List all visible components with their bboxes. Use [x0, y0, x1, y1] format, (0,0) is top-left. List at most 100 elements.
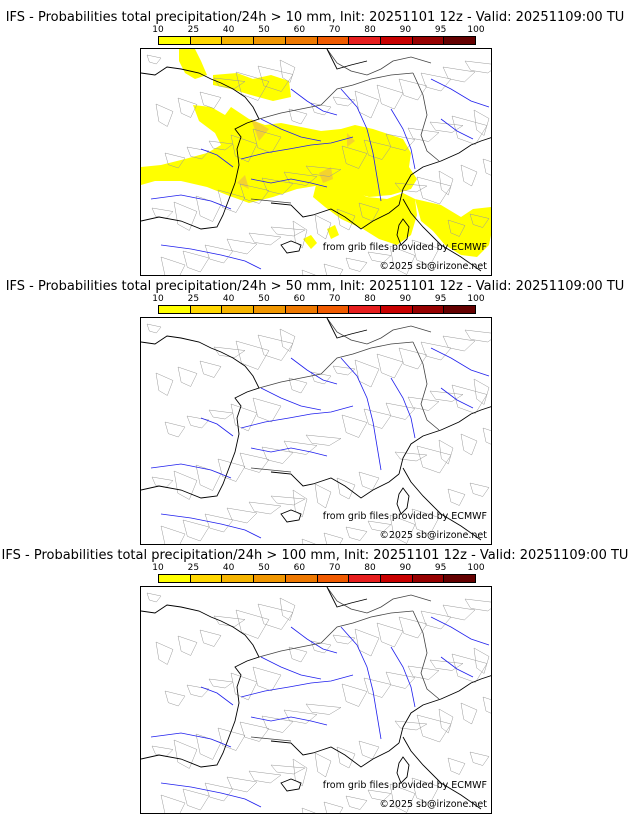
admin-boundary: [186, 684, 210, 698]
panel-title: IFS - Probabilities total precipitation/…: [5, 279, 625, 294]
admin-boundary: [305, 434, 342, 446]
admin-boundary: [252, 666, 282, 692]
admin-boundary: [336, 208, 356, 231]
admin-boundary: [464, 329, 491, 343]
colorbar-tick-label: 70: [328, 25, 341, 35]
admin-boundary: [186, 415, 210, 429]
precip-map: from grib files provided by ECMWF ©2025 …: [140, 48, 492, 276]
admin-boundary: [252, 128, 282, 154]
admin-boundary: [239, 721, 270, 742]
country-border: [326, 318, 432, 345]
admin-boundary: [146, 592, 162, 603]
river: [430, 616, 490, 646]
admin-boundary: [155, 641, 174, 665]
country-border: [412, 610, 440, 700]
colorbar-tick-label: 50: [258, 25, 270, 35]
admin-boundary: [292, 220, 308, 249]
admin-boundary: [288, 108, 308, 125]
coastline: [396, 487, 410, 515]
admin-boundary: [407, 396, 440, 411]
admin-boundary: [283, 709, 318, 724]
country-border: [250, 467, 292, 473]
admin-boundary: [341, 145, 368, 169]
precip-area-high: [251, 119, 269, 141]
coastline: [402, 467, 482, 541]
admin-boundary: [429, 121, 464, 133]
admin-boundary: [213, 615, 246, 627]
colorbar-segment: [412, 306, 445, 313]
admin-boundary: [199, 629, 222, 647]
river: [200, 148, 234, 168]
admin-boundary: [385, 402, 416, 420]
admin-boundary: [199, 91, 222, 109]
admin-boundary: [195, 464, 222, 491]
admin-boundary: [451, 115, 488, 145]
colorbar-tick-label: 100: [467, 25, 485, 35]
colorbar: [158, 574, 476, 583]
colorbar-ticks: 10 25 40 50 60 70 80 90 95 100: [152, 563, 484, 573]
coastline: [280, 509, 302, 523]
river: [440, 387, 474, 409]
country-border: [258, 341, 414, 389]
admin-boundary: [182, 250, 210, 273]
admin-boundary: [429, 390, 464, 402]
admin-boundary: [447, 757, 466, 775]
admin-boundary: [314, 214, 332, 240]
colorbar-tick-label: 10: [152, 563, 164, 573]
colorbar-segment: [349, 306, 381, 313]
admin-boundary: [336, 477, 356, 500]
admin-boundary: [261, 715, 294, 733]
admin-boundary: [252, 397, 282, 423]
admin-boundary: [411, 777, 440, 804]
colorbar-tick-label: 90: [399, 563, 412, 573]
admin-boundary: [248, 501, 282, 515]
admin-boundary: [354, 90, 380, 119]
coastline: [326, 318, 368, 339]
admin-boundary: [305, 703, 342, 715]
admin-boundary: [226, 507, 258, 524]
colorbar-tick-label: 60: [293, 25, 306, 35]
admin-boundary: [354, 359, 380, 388]
colorbar-segment: [159, 575, 191, 582]
colorbar-tick-label: 10: [152, 294, 164, 304]
colorbar-tick-label: 100: [467, 294, 485, 304]
river: [160, 513, 262, 539]
admin-boundary: [173, 470, 198, 500]
admin-boundary: [164, 690, 186, 707]
admin-boundary: [155, 372, 174, 396]
colorbar-tick-label: 70: [328, 294, 341, 304]
colorbar-segment: [380, 575, 413, 582]
colorbar-ticks: 10 25 40 50 60 70 80 90 95 100: [152, 294, 484, 304]
colorbar-segment: [444, 575, 476, 582]
admin-boundary: [248, 770, 282, 784]
admin-boundary: [332, 365, 356, 376]
admin-boundary: [288, 646, 308, 663]
admin-boundary: [151, 476, 174, 488]
admin-boundary: [177, 97, 198, 118]
precip-area: [313, 181, 417, 245]
coastline: [141, 66, 260, 230]
admin-boundary: [292, 758, 308, 787]
colorbar-segment: [222, 37, 255, 44]
map-canvas: [141, 587, 491, 813]
river: [240, 136, 354, 160]
admin-boundary: [204, 782, 234, 802]
admin-boundary: [323, 263, 344, 275]
admin-boundary: [230, 134, 258, 163]
river: [200, 417, 234, 437]
colorbar-segment: [412, 37, 445, 44]
credit-copyright: ©2025 sb@irizone.net: [379, 799, 487, 810]
coastline: [280, 778, 302, 792]
admin-boundary: [146, 54, 162, 65]
river: [260, 118, 322, 142]
admin-boundary: [235, 340, 270, 370]
admin-boundary: [217, 458, 246, 482]
admin-boundary: [239, 452, 270, 473]
precip-map: from grib files provided by ECMWF ©2025 …: [140, 317, 492, 545]
admin-boundary: [363, 139, 392, 160]
admin-boundary: [363, 677, 392, 698]
coastline: [398, 406, 491, 475]
admin-boundary: [173, 739, 198, 769]
admin-boundary: [460, 433, 478, 456]
river: [160, 782, 262, 808]
